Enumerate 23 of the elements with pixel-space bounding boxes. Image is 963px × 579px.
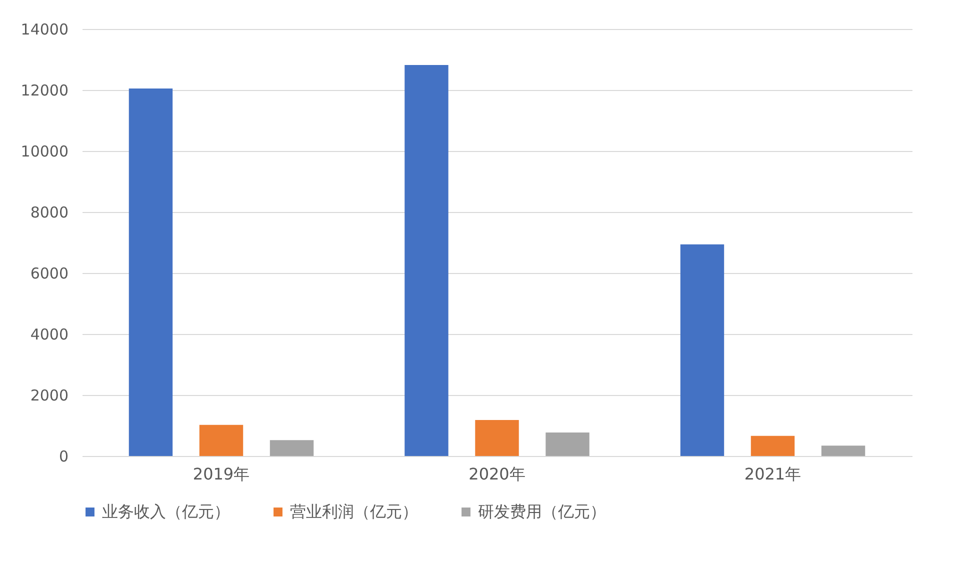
y-tick-label: 4000 bbox=[30, 326, 68, 344]
legend-label: 研发费用（亿元） bbox=[478, 502, 606, 521]
bar bbox=[750, 436, 795, 456]
y-tick-label: 0 bbox=[58, 448, 68, 466]
bar bbox=[199, 424, 244, 456]
bar bbox=[475, 420, 519, 456]
bar bbox=[128, 88, 173, 456]
y-tick-label: 14000 bbox=[20, 20, 68, 38]
y-tick-label: 6000 bbox=[30, 264, 68, 282]
y-tick-label: 8000 bbox=[30, 204, 68, 222]
bar bbox=[546, 432, 590, 456]
bar bbox=[821, 446, 866, 456]
legend-label: 业务收入（亿元） bbox=[102, 502, 230, 521]
x-tick-label: 2020年 bbox=[468, 464, 526, 484]
legend-label: 营业利润（亿元） bbox=[290, 502, 418, 521]
y-tick-label: 2000 bbox=[30, 386, 68, 404]
x-tick-label: 2019年 bbox=[192, 464, 250, 484]
x-tick-label: 2021年 bbox=[744, 464, 802, 484]
bar bbox=[680, 244, 724, 456]
bar bbox=[270, 440, 314, 456]
y-tick-label: 12000 bbox=[20, 82, 68, 100]
y-tick-label: 10000 bbox=[20, 142, 68, 160]
bar bbox=[404, 64, 448, 456]
